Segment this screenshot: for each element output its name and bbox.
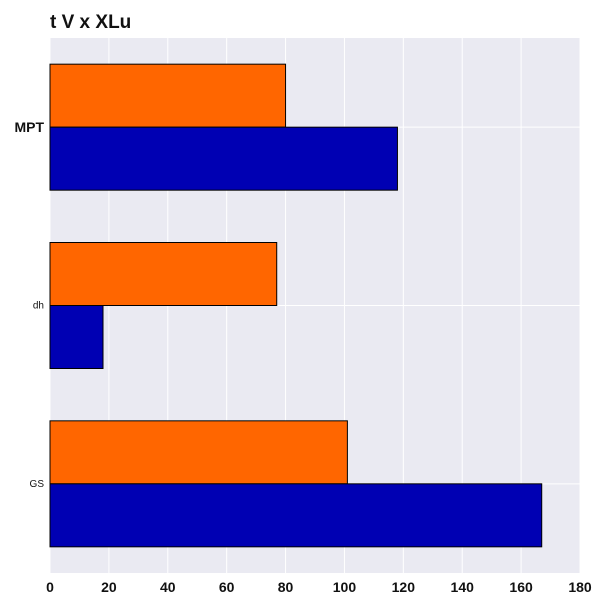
x-tick-label: 40 [160, 579, 176, 595]
y-tick-label: GS [30, 479, 45, 490]
x-tick-label: 140 [451, 579, 475, 595]
bar-series-2-dh [49, 305, 104, 369]
bar-series-1-dh [49, 242, 278, 306]
chart-title: t V x XLu [50, 12, 131, 33]
y-tick-label: MPT [14, 119, 44, 135]
bar-series-2-gs [49, 483, 543, 548]
x-tick-label: 160 [509, 579, 533, 595]
x-axis-ticks: 0 20 40 60 80 100 120 140 160 180 [46, 579, 592, 595]
bars-group [49, 63, 543, 548]
bar-series-1-gs [49, 420, 348, 485]
x-tick-label: 180 [568, 579, 592, 595]
x-tick-label: 80 [278, 579, 294, 595]
x-tick-label: 100 [333, 579, 357, 595]
x-tick-label: 20 [101, 579, 117, 595]
bar-series-2-mpt [49, 126, 398, 191]
x-tick-label: 60 [219, 579, 235, 595]
x-tick-label: 120 [392, 579, 416, 595]
y-tick-label: dh [33, 301, 44, 312]
bar-series-1-mpt [49, 63, 287, 128]
y-axis-ticks: MPT dh GS [14, 119, 44, 490]
x-tick-label: 0 [46, 579, 54, 595]
